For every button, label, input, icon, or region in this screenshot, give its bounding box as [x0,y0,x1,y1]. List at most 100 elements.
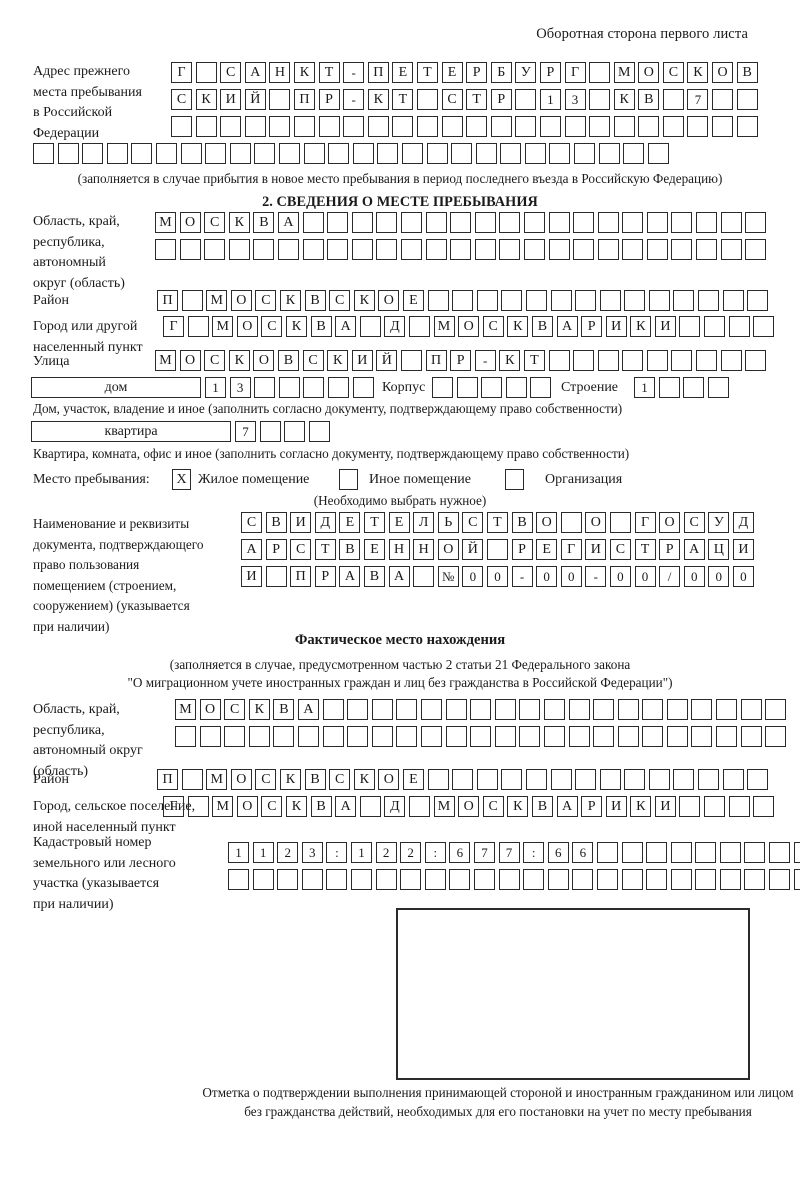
form-cell[interactable]: К [687,62,709,83]
form-cell[interactable]: Т [523,350,545,371]
form-cell[interactable]: Р [581,796,603,817]
form-cell[interactable] [450,212,472,233]
form-cell[interactable]: Р [314,566,336,587]
form-cell[interactable] [490,116,512,137]
form-cell[interactable] [698,769,720,790]
form-cell[interactable] [293,116,315,137]
form-cell[interactable] [648,769,670,790]
form-cell[interactable] [589,89,611,110]
form-cell[interactable]: Е [392,62,414,83]
form-cell[interactable] [308,421,330,442]
form-cell[interactable]: М [212,796,234,817]
form-cell[interactable] [646,842,668,863]
form-cell[interactable] [500,143,522,164]
form-cell[interactable]: К [279,769,301,790]
form-cell[interactable]: М [212,316,234,337]
document-row-3[interactable]: И П Р А В А № 0 0-0 0-0 0/0 0 0 [241,566,754,587]
form-cell[interactable]: Р [490,89,512,110]
form-cell[interactable]: С [224,699,246,720]
form-cell[interactable] [401,143,423,164]
form-cell[interactable] [720,212,742,233]
form-cell[interactable] [753,796,775,817]
form-cell[interactable] [621,842,643,863]
form-cell[interactable] [548,212,570,233]
form-cell[interactable] [359,796,381,817]
form-cell[interactable] [747,769,769,790]
form-cell[interactable]: Т [314,539,336,560]
form-cell[interactable] [574,143,596,164]
form-cell[interactable] [622,239,644,260]
form-cell[interactable] [347,726,369,747]
form-cell[interactable] [765,726,787,747]
form-cell[interactable] [475,143,497,164]
form-cell[interactable]: О [458,316,480,337]
form-cell[interactable]: В [265,512,287,533]
form-cell[interactable]: М [433,316,455,337]
form-cell[interactable] [679,316,701,337]
form-cell[interactable] [505,377,527,398]
form-cell[interactable] [695,842,717,863]
form-cell[interactable] [704,316,726,337]
form-cell[interactable]: 7 [687,89,709,110]
form-cell[interactable] [539,116,561,137]
form-cell[interactable]: Д [384,316,406,337]
form-cell[interactable] [400,350,422,371]
form-cell[interactable] [638,116,660,137]
form-cell[interactable] [568,699,590,720]
form-cell[interactable]: П [367,62,389,83]
form-cell[interactable] [793,842,800,863]
flat-number-cells[interactable]: 7 [235,421,330,442]
form-cell[interactable]: И [654,796,676,817]
form-cell[interactable] [687,116,709,137]
form-cell[interactable] [187,796,209,817]
form-cell[interactable]: 6 [449,842,471,863]
form-cell[interactable]: Ц [708,539,730,560]
form-cell[interactable]: С [255,769,277,790]
form-cell[interactable] [745,350,767,371]
form-cell[interactable] [523,239,545,260]
form-cell[interactable]: П [290,566,312,587]
form-cell[interactable] [171,116,192,137]
form-cell[interactable] [564,116,586,137]
form-cell[interactable] [327,377,349,398]
form-cell[interactable] [599,769,621,790]
form-cell[interactable] [327,239,349,260]
form-cell[interactable] [716,699,738,720]
form-cell[interactable]: 7 [473,842,495,863]
form-cell[interactable]: 1 [539,89,561,110]
form-cell[interactable] [396,699,418,720]
form-cell[interactable] [573,212,595,233]
form-cell[interactable]: Р [539,62,561,83]
form-cell[interactable]: 0 [683,566,705,587]
form-cell[interactable]: К [499,350,521,371]
form-cell[interactable] [547,869,569,890]
form-cell[interactable]: К [353,290,375,311]
form-cell[interactable] [445,726,467,747]
form-cell[interactable]: Е [402,769,424,790]
checkbox-residential[interactable]: X [172,469,191,490]
form-cell[interactable] [392,116,414,137]
form-cell[interactable] [220,116,242,137]
form-cell[interactable]: Т [392,89,414,110]
form-cell[interactable]: К [353,769,375,790]
form-cell[interactable]: Р [659,539,681,560]
form-cell[interactable] [673,290,695,311]
form-cell[interactable] [720,350,742,371]
form-cell[interactable] [486,539,508,560]
form-cell[interactable] [642,726,664,747]
form-cell[interactable]: В [736,62,758,83]
form-cell[interactable]: К [293,62,315,83]
form-cell[interactable] [793,869,800,890]
form-cell[interactable]: Ь [437,512,459,533]
form-cell[interactable]: - [343,89,365,110]
form-cell[interactable]: П [425,350,447,371]
form-cell[interactable] [352,143,374,164]
form-cell[interactable] [753,316,775,337]
form-cell[interactable] [646,212,668,233]
form-cell[interactable]: № [437,566,459,587]
form-cell[interactable]: С [683,512,705,533]
form-cell[interactable] [351,212,373,233]
form-cell[interactable] [597,212,619,233]
form-cell[interactable]: К [507,796,529,817]
